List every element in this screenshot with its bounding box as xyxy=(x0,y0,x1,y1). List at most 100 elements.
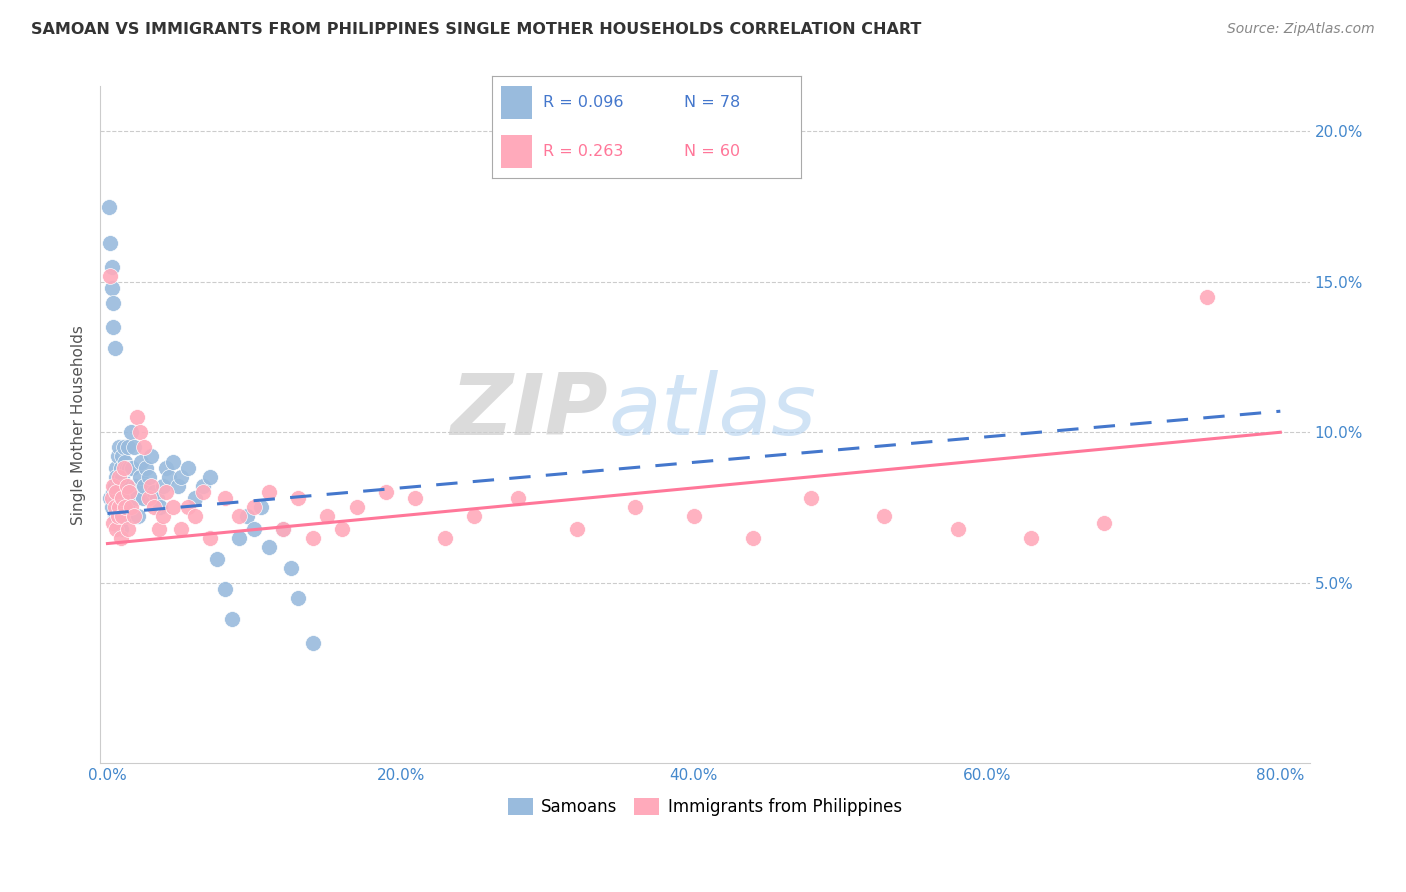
Point xyxy=(110,461,132,475)
Point xyxy=(191,485,214,500)
Point xyxy=(100,268,122,283)
Point xyxy=(115,479,138,493)
Point xyxy=(149,500,172,515)
Point xyxy=(565,522,588,536)
Point xyxy=(433,531,456,545)
Point xyxy=(110,522,132,536)
Point xyxy=(104,341,127,355)
Point xyxy=(108,479,131,493)
Point xyxy=(115,461,138,475)
Point xyxy=(122,509,145,524)
Point xyxy=(375,485,398,500)
Point xyxy=(235,509,257,524)
Point xyxy=(221,612,243,626)
Point xyxy=(800,491,823,506)
Point xyxy=(114,455,136,469)
Point xyxy=(301,531,323,545)
Text: R = 0.263: R = 0.263 xyxy=(543,145,623,160)
Point xyxy=(148,522,170,536)
Point xyxy=(103,479,125,493)
Point xyxy=(111,491,134,506)
Point xyxy=(111,491,134,506)
Point xyxy=(177,500,200,515)
Point xyxy=(103,485,125,500)
Point xyxy=(101,500,124,515)
Point xyxy=(101,491,124,506)
Point xyxy=(129,455,152,469)
Point xyxy=(115,500,138,515)
Point xyxy=(184,509,207,524)
Point xyxy=(111,509,134,524)
Point xyxy=(117,522,139,536)
Point xyxy=(143,485,166,500)
Point xyxy=(104,491,127,506)
Point xyxy=(207,551,229,566)
Point xyxy=(228,531,250,545)
Point xyxy=(273,522,295,536)
Bar xyxy=(502,87,533,119)
Point xyxy=(118,461,141,475)
Point xyxy=(103,516,125,530)
Point xyxy=(143,500,166,515)
Point xyxy=(117,479,139,493)
Point xyxy=(114,491,136,506)
Point xyxy=(101,260,124,274)
Point xyxy=(250,500,273,515)
Point xyxy=(873,509,896,524)
Point xyxy=(346,500,368,515)
Point xyxy=(108,516,131,530)
Point xyxy=(124,479,146,493)
Point xyxy=(131,491,153,506)
Point xyxy=(184,491,207,506)
Point xyxy=(191,479,214,493)
Point xyxy=(155,485,177,500)
Point xyxy=(105,485,128,500)
Text: N = 60: N = 60 xyxy=(683,145,740,160)
Text: ZIP: ZIP xyxy=(450,369,609,453)
Point xyxy=(105,509,128,524)
Point xyxy=(105,470,128,484)
Point xyxy=(152,479,174,493)
Point xyxy=(100,235,122,250)
Point xyxy=(170,522,193,536)
Point xyxy=(105,491,128,506)
Point xyxy=(152,509,174,524)
Point xyxy=(111,470,134,484)
Point xyxy=(114,500,136,515)
Point xyxy=(120,500,142,515)
Text: R = 0.096: R = 0.096 xyxy=(543,95,624,110)
Point xyxy=(198,470,221,484)
Point xyxy=(114,509,136,524)
Point xyxy=(228,509,250,524)
Point xyxy=(146,491,169,506)
Point xyxy=(104,509,127,524)
Point xyxy=(97,200,120,214)
Point xyxy=(287,591,309,605)
Point xyxy=(112,479,135,493)
Point xyxy=(127,509,149,524)
Point xyxy=(506,491,529,506)
Text: Source: ZipAtlas.com: Source: ZipAtlas.com xyxy=(1227,22,1375,37)
Point xyxy=(157,470,180,484)
Point xyxy=(128,470,150,484)
Point xyxy=(162,455,184,469)
Point xyxy=(155,461,177,475)
Point xyxy=(107,450,129,464)
Point xyxy=(1019,531,1042,545)
Point xyxy=(404,491,426,506)
Point xyxy=(118,485,141,500)
Point xyxy=(170,470,193,484)
Text: atlas: atlas xyxy=(609,369,815,453)
Point xyxy=(280,560,302,574)
Point xyxy=(198,531,221,545)
Point xyxy=(108,500,131,515)
Point xyxy=(108,440,131,454)
Point xyxy=(103,320,125,334)
Point xyxy=(122,440,145,454)
Point xyxy=(273,522,295,536)
Point xyxy=(101,281,124,295)
Point xyxy=(121,461,143,475)
Point xyxy=(141,479,163,493)
Point xyxy=(108,491,131,506)
Point xyxy=(104,479,127,493)
